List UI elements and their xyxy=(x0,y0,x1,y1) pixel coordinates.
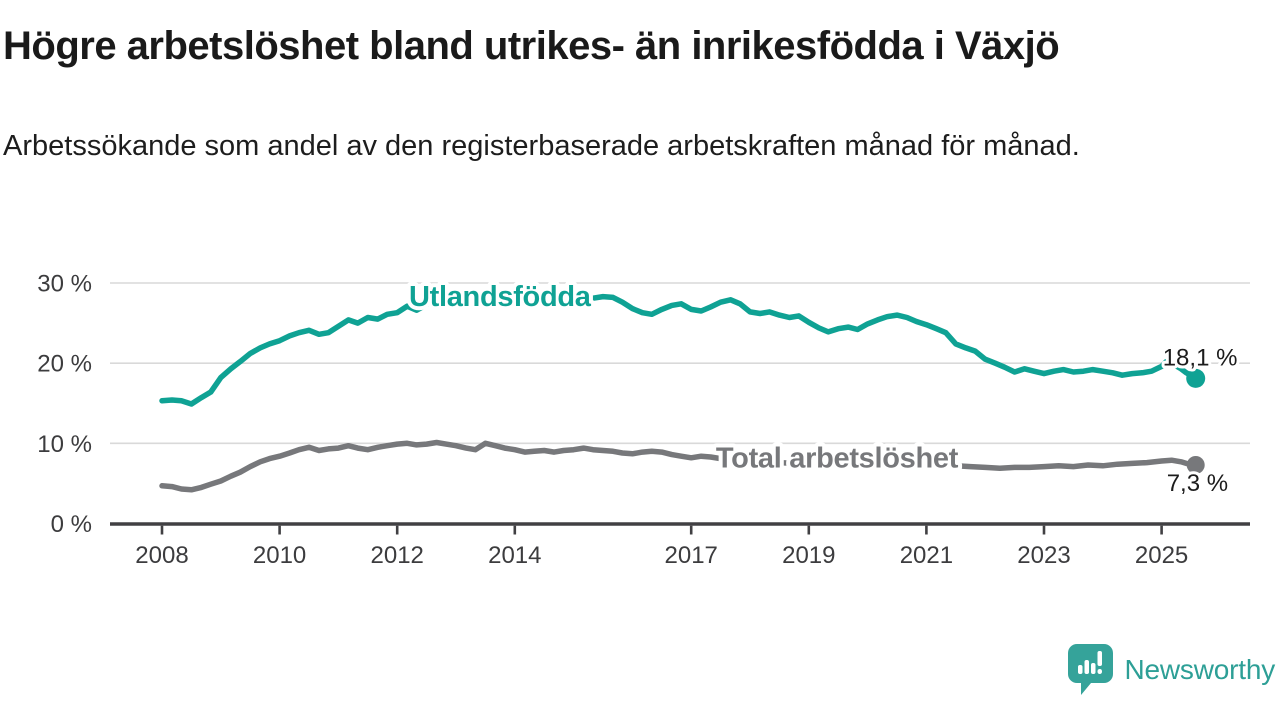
exclamation-bar xyxy=(1097,651,1102,666)
series-end-dot-utlandsfodda xyxy=(1186,368,1206,388)
series-line-utlandsfodda xyxy=(159,293,1199,407)
brand-logo: Newsworthy xyxy=(1067,643,1275,696)
newsworthy-speech-bubble-bar-chart-icon xyxy=(1067,644,1113,695)
x-tick-label-2023: 2023 xyxy=(1017,542,1070,569)
series-label-utlandsfodda: Utlandsfödda xyxy=(409,281,592,313)
bar-2 xyxy=(1084,660,1089,674)
series-line-total xyxy=(159,439,1199,493)
y-tick-label-10: 10 % xyxy=(37,431,92,458)
x-tick-label-2014: 2014 xyxy=(488,542,541,569)
bar-1 xyxy=(1077,665,1083,674)
exclamation-dot xyxy=(1097,669,1102,674)
page-subtitle: Arbetssökande som andel av den registerb… xyxy=(3,130,1080,162)
x-tick-label-2008: 2008 xyxy=(135,542,188,569)
x-tick-label-2012: 2012 xyxy=(371,542,424,569)
series-end-value-total: 7,3 % xyxy=(1167,470,1228,497)
series-end-value-utlandsfodda: 18,1 % xyxy=(1163,344,1238,371)
y-tick-label-20: 20 % xyxy=(37,351,92,378)
y-tick-label-0: 0 % xyxy=(51,511,92,538)
y-tick-label-30: 30 % xyxy=(37,270,92,297)
page-title: Högre arbetslöshet bland utrikes- än inr… xyxy=(3,24,1060,68)
x-tick-label-2017: 2017 xyxy=(665,542,718,569)
series-label-total: Total arbetslöshet xyxy=(716,442,959,474)
bar-3 xyxy=(1090,663,1096,674)
series-end-dot-total xyxy=(1186,455,1205,474)
x-tick-label-2021: 2021 xyxy=(900,542,953,569)
x-tick-label-2010: 2010 xyxy=(253,542,306,569)
brand-name: Newsworthy xyxy=(1124,653,1276,685)
x-tick-label-2025: 2025 xyxy=(1135,542,1188,569)
x-tick-label-2019: 2019 xyxy=(782,542,835,569)
speech-bubble-shape xyxy=(1067,644,1113,695)
